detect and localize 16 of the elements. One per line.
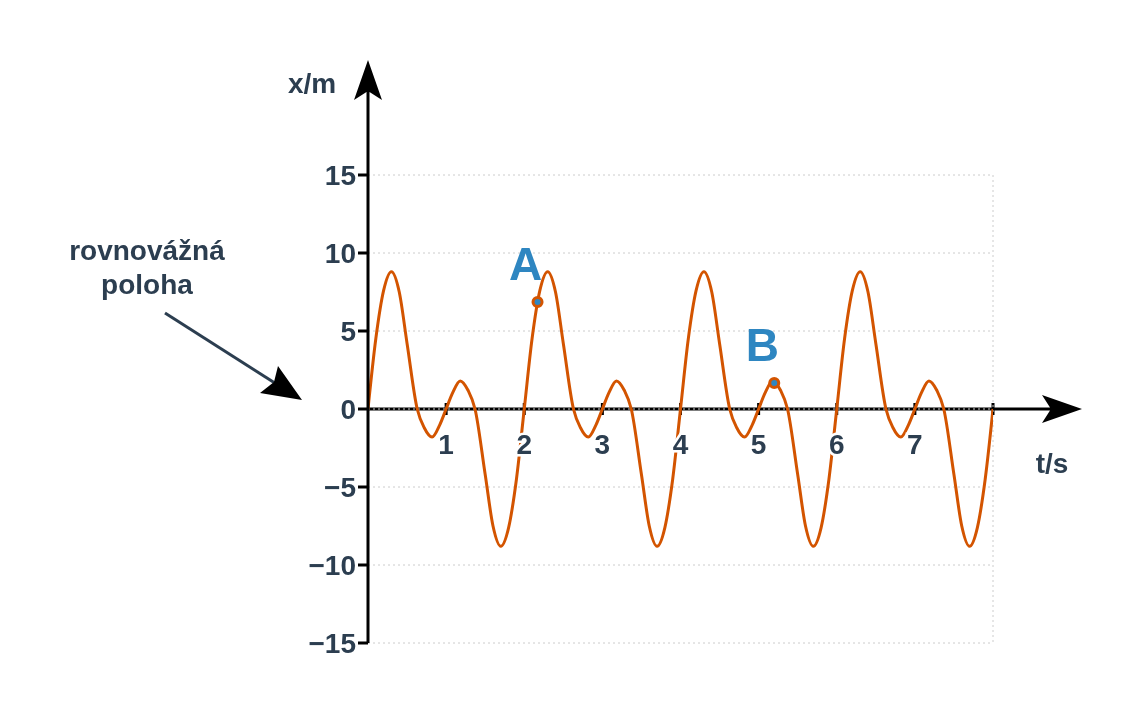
text: rovnovážná poloha [68,234,226,302]
x-tick-label: 1 [438,429,454,460]
y-tick-label: 15 [324,159,356,191]
y-tick-label: 5 [340,315,356,347]
x-tick-label: 3 [594,429,611,460]
annotation: B [745,318,779,371]
y-tick-label: 10 [324,237,356,269]
annotation: A [508,237,543,290]
y-axis-title: x/m [286,68,338,100]
y-tick-label: −5 [324,471,356,503]
y-tick-label: −10 [308,549,356,581]
x-axis-title: t/s [1034,448,1070,480]
y-tick-label: −15 [308,627,356,659]
x-tick-label: 7 [907,429,923,460]
x-tick-label: 5 [750,429,767,460]
y-tick-label: 0 [340,393,356,425]
